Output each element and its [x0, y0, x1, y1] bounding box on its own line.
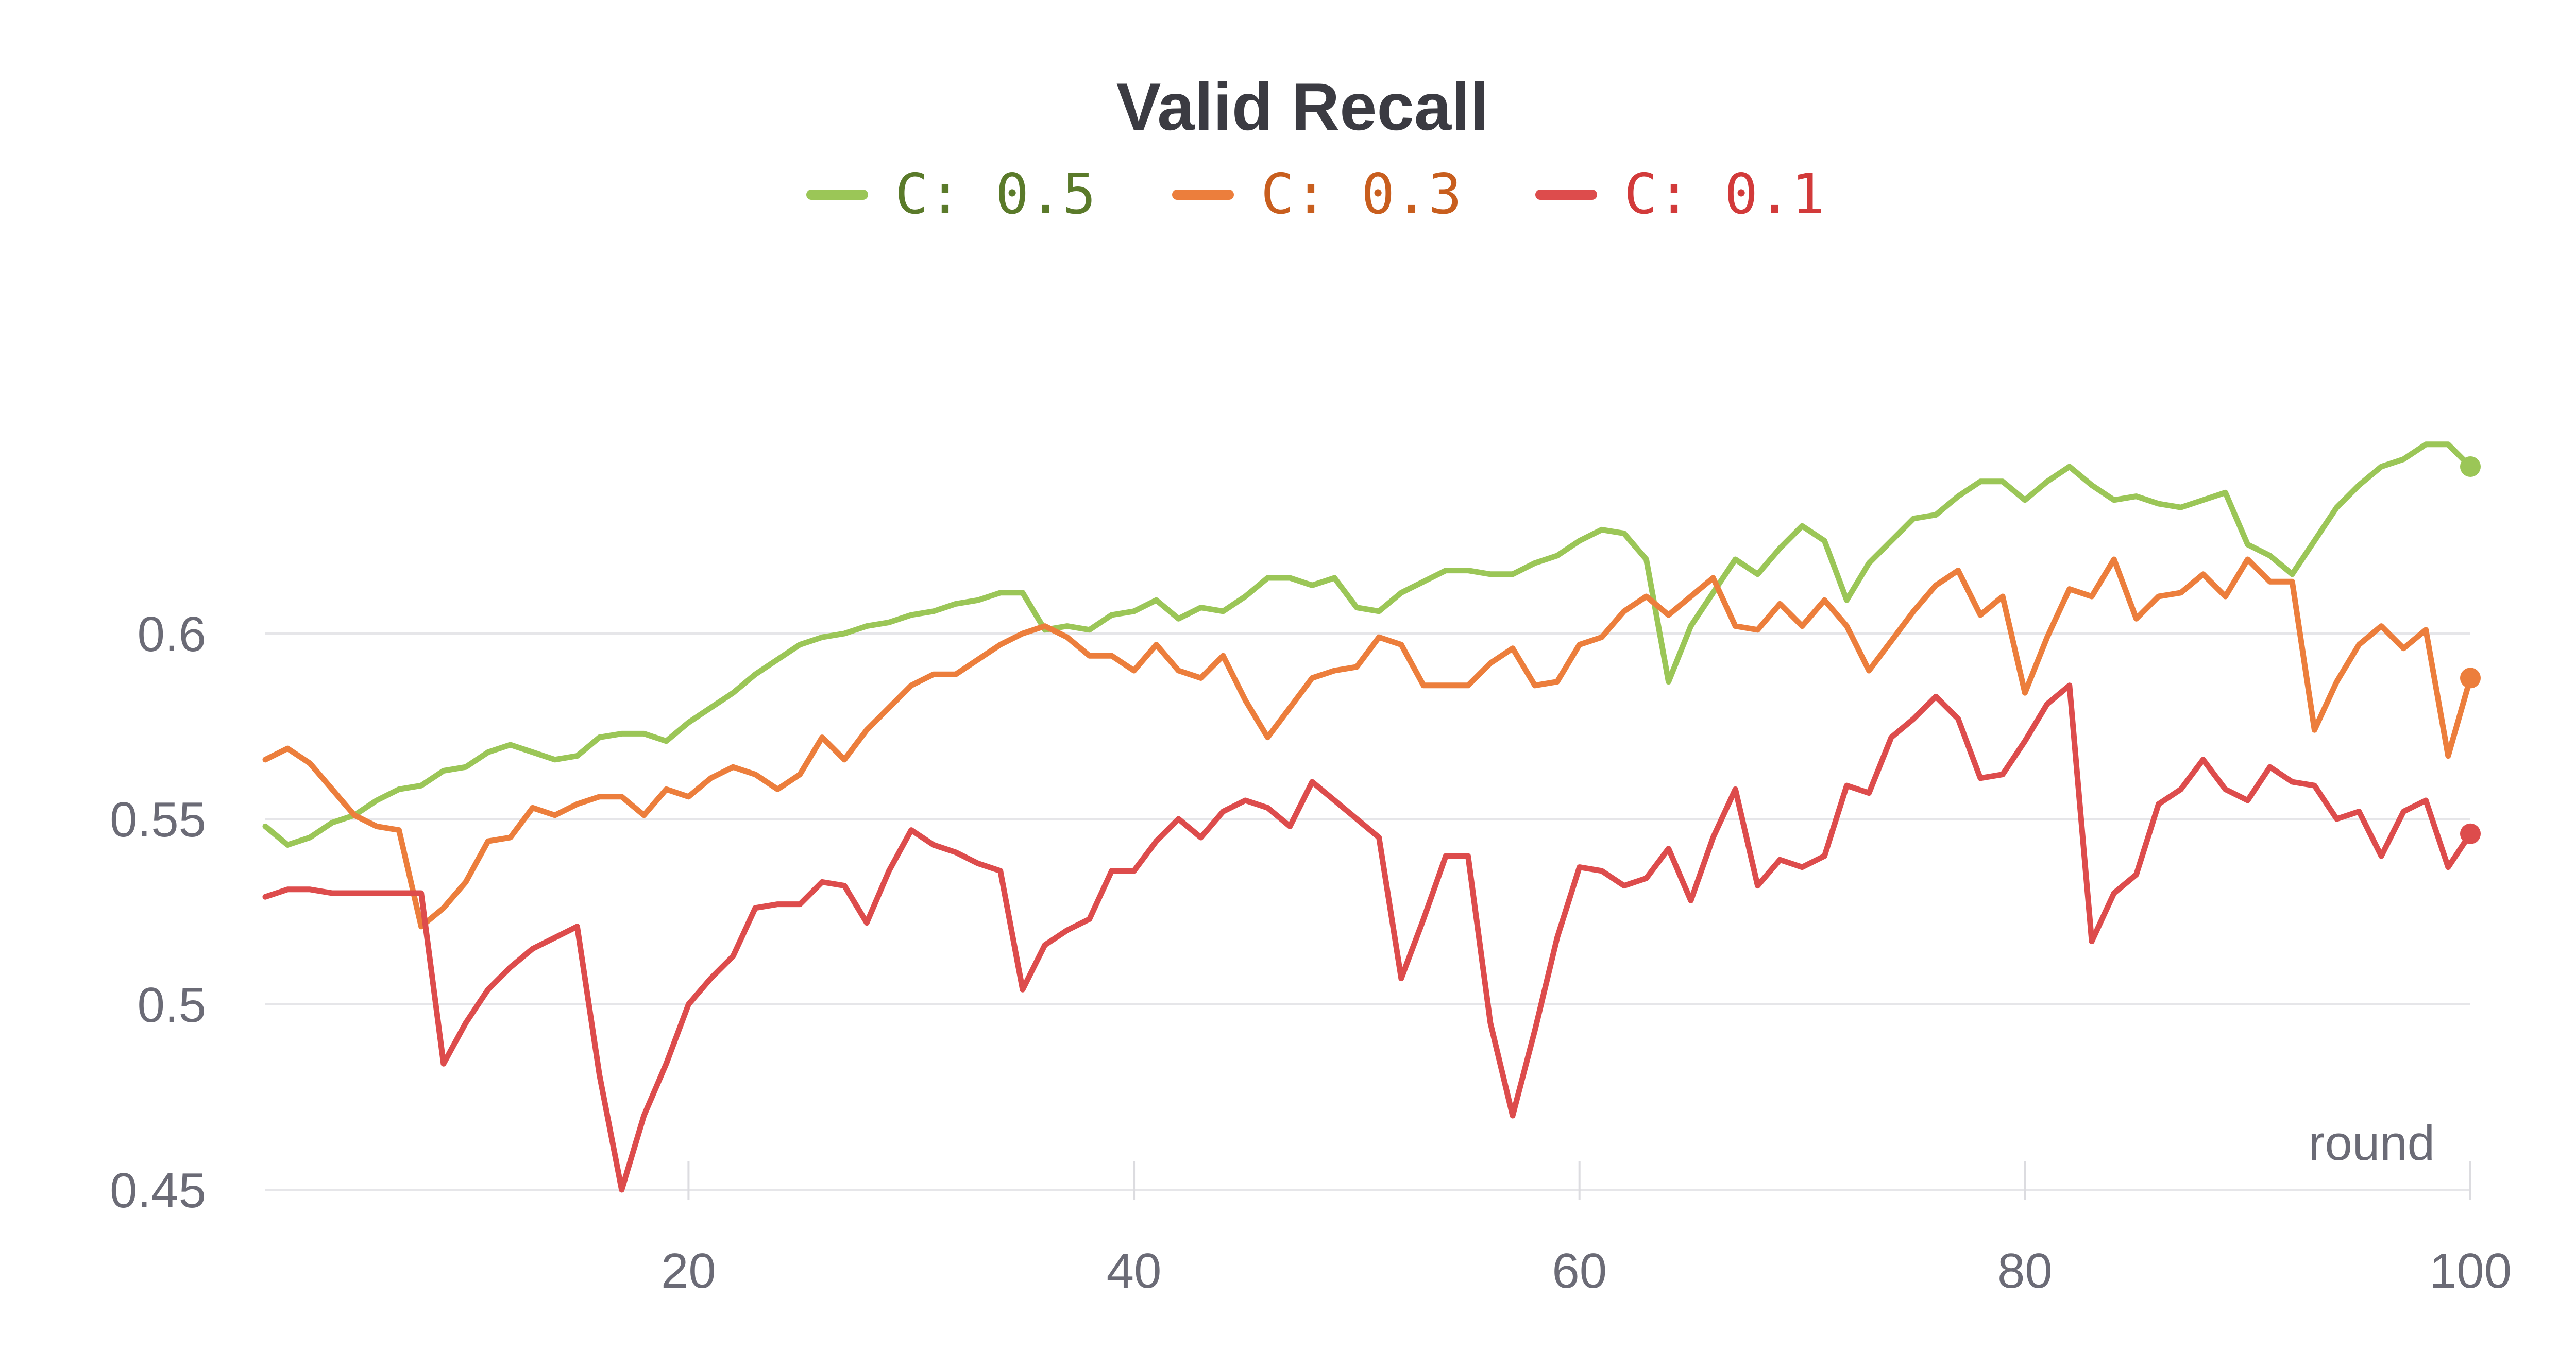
- x-axis-label: round: [2308, 1116, 2435, 1171]
- x-tick-label: 80: [1997, 1243, 2053, 1298]
- legend: C: 0.5 C: 0.3 C: 0.1: [806, 162, 1825, 227]
- x-tick-label: 60: [1552, 1243, 1607, 1298]
- y-tick-label: 0.5: [138, 978, 206, 1033]
- series-line: [262, 441, 2473, 848]
- x-tick-label: 100: [2429, 1243, 2512, 1298]
- legend-label: C: 0.5: [895, 162, 1096, 227]
- legend-label: C: 0.3: [1261, 162, 1462, 227]
- series-end-point: [2460, 456, 2481, 477]
- chart-title: Valid Recall: [1116, 69, 1489, 144]
- y-tick-label: 0.45: [110, 1163, 206, 1218]
- y-tick-label: 0.6: [138, 607, 206, 662]
- grid-lines: [265, 632, 2470, 1191]
- x-axis: 20 40 60 80 100: [661, 1161, 2512, 1298]
- series-line: [262, 556, 2473, 930]
- x-tick-label: 40: [1107, 1243, 1162, 1298]
- series-end-point: [2460, 823, 2481, 844]
- series-line: [262, 682, 2473, 1193]
- x-tick-label: 20: [661, 1243, 716, 1298]
- series-layer: [262, 441, 2481, 1193]
- y-tick-label: 0.55: [110, 792, 206, 847]
- y-axis: 0.45 0.5 0.55 0.6: [110, 607, 206, 1218]
- legend-label: C: 0.1: [1624, 162, 1825, 227]
- series-end-point: [2460, 668, 2481, 689]
